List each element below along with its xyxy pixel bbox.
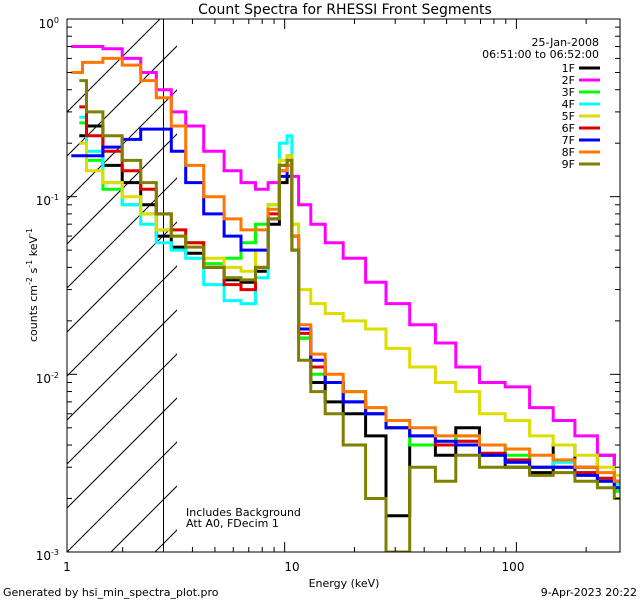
series-line-9f (79, 79, 620, 552)
y-label-part: keV (27, 236, 40, 260)
hatch-line (67, 397, 177, 509)
y-label-part: s (27, 267, 40, 276)
date-label: 25-Jan-2008 (532, 36, 600, 49)
y-tick-base: 10 (36, 194, 51, 208)
y-tick-label: 100 (39, 16, 59, 31)
series-group (71, 45, 620, 552)
x-tick-label: 100 (502, 560, 525, 574)
y-tick-base: 10 (36, 372, 51, 386)
y-tick-exp: -1 (51, 193, 59, 202)
legend-label-9f: 9F (562, 158, 575, 171)
plot-frame (66, 18, 621, 553)
time-range-label: 06:51:00 to 06:52:00 (482, 48, 599, 61)
hatch-line (67, 221, 177, 333)
y-label-exp: -1 (25, 260, 34, 268)
annotation-attenuator: Att A0, FDecim 1 (186, 517, 279, 530)
y-tick-label: 10-2 (36, 371, 59, 386)
y-axis-label: counts cm-2 s-1 keV-1 (25, 228, 40, 342)
legend-label-7f: 7F (562, 134, 575, 147)
svg-text:100: 100 (39, 16, 59, 31)
legend-label-1f: 1F (562, 62, 575, 75)
y-tick-exp: -3 (51, 548, 59, 557)
annotation-background: Includes Background (186, 506, 301, 519)
y-tick-label: 10-1 (36, 193, 59, 208)
svg-text:10-2: 10-2 (36, 371, 59, 386)
y-tick-exp: 0 (54, 16, 59, 25)
svg-text:10-1: 10-1 (36, 193, 59, 208)
y-tick-label: 10-3 (36, 548, 59, 563)
legend-label-5f: 5F (562, 110, 575, 123)
hatch-line (67, 19, 161, 113)
chart-title: Count Spectra for RHESSI Front Segments (198, 2, 492, 18)
footer-generated-at: 9-Apr-2023 20:22 (541, 586, 637, 599)
y-tick-base: 10 (39, 17, 54, 31)
hatch-line (67, 265, 177, 377)
legend-label-4f: 4F (562, 98, 575, 111)
legend-label-3f: 3F (562, 86, 575, 99)
axis-ticks (67, 18, 620, 553)
hatch-line (67, 177, 177, 289)
y-label-exp: -2 (25, 277, 34, 285)
hatch-line (67, 45, 177, 157)
y-label-part: counts cm (27, 285, 40, 342)
hatch-line (67, 441, 177, 552)
legend-label-6f: 6F (562, 122, 575, 135)
y-label-exp: -1 (25, 228, 34, 236)
y-tick-exp: -2 (51, 371, 59, 380)
hatch-line (67, 89, 177, 201)
x-axis-label: Energy (keV) (309, 577, 380, 590)
svg-text:10-3: 10-3 (36, 548, 59, 563)
footer-generated-by: Generated by hsi_min_spectra_plot.pro (3, 586, 219, 599)
legend-label-8f: 8F (562, 146, 575, 159)
y-tick-base: 10 (36, 549, 51, 563)
x-tick-label: 1 (63, 560, 71, 574)
legend-label-2f: 2F (562, 74, 575, 87)
hatch-line (67, 353, 177, 465)
series-line-7f (71, 127, 620, 490)
x-tick-label: 10 (284, 560, 299, 574)
attenuator-hatch-region (67, 19, 177, 552)
